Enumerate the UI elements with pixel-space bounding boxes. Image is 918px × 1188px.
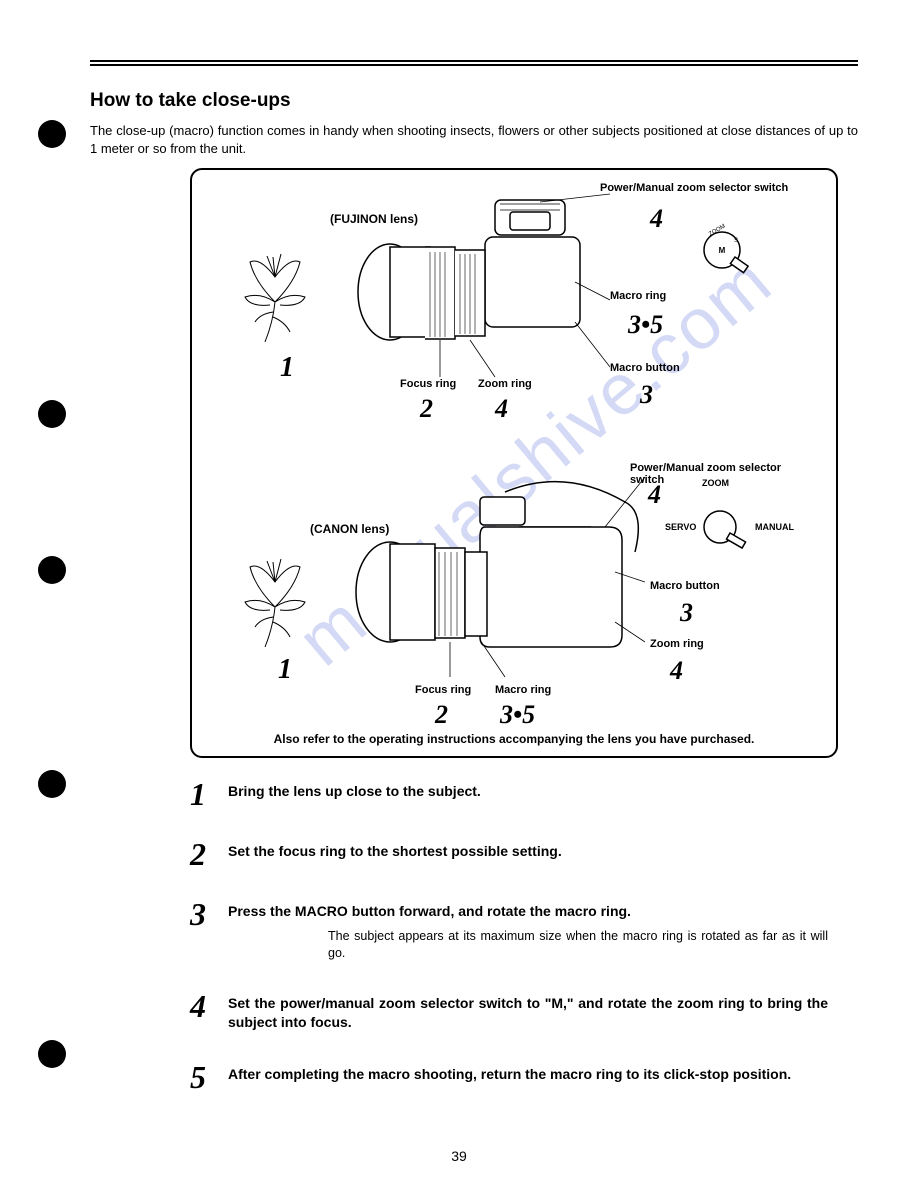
step-title: Bring the lens up close to the subject.: [228, 782, 828, 802]
step-subtext: The subject appears at its maximum size …: [328, 928, 828, 962]
diagram-num-1: 1: [280, 352, 294, 384]
diagram-num-4c: 4: [648, 480, 661, 510]
step-5: 5 After completing the macro shooting, r…: [190, 1061, 828, 1093]
svg-text:M: M: [719, 246, 726, 255]
callout-macro-ring-2: Macro ring: [495, 684, 551, 696]
diagram-num-1b: 1: [278, 654, 292, 686]
callout-focus-ring: Focus ring: [400, 378, 456, 390]
callout-zoom-ring-2: Zoom ring: [650, 638, 704, 650]
camera-fujinon-icon: [340, 192, 610, 382]
header-rule: [90, 60, 858, 66]
diagram-canon: (CANON lens) 1: [210, 462, 818, 732]
callout-macro-button: Macro button: [610, 362, 680, 374]
zoom-dial-icon: M ZOOM S: [700, 222, 755, 277]
flower-icon: [220, 232, 330, 352]
page-content: How to take close-ups The close-up (macr…: [0, 0, 918, 1161]
diagram-num-3b: 3: [680, 598, 693, 628]
callout-macro-button-2: Macro button: [650, 580, 720, 592]
step-num: 5: [190, 1061, 228, 1093]
diagram-num-35b: 3•5: [500, 700, 535, 730]
step-title: Set the power/manual zoom selector switc…: [228, 994, 828, 1033]
step-num: 4: [190, 990, 228, 1022]
dial-servo-label: SERVO: [665, 522, 696, 532]
callout-focus-ring-2: Focus ring: [415, 684, 471, 696]
step-title: After completing the macro shooting, ret…: [228, 1065, 828, 1085]
step-1: 1 Bring the lens up close to the subject…: [190, 778, 828, 810]
camera-canon-icon: [335, 472, 645, 682]
callout-pmzoom: Power/Manual zoom selector switch: [600, 182, 788, 194]
step-3: 3 Press the MACRO button forward, and ro…: [190, 898, 828, 961]
steps-list: 1 Bring the lens up close to the subject…: [190, 778, 828, 1093]
callout-macro-ring: Macro ring: [610, 290, 666, 302]
diagram-num-35: 3•5: [628, 310, 663, 340]
step-num: 2: [190, 838, 228, 870]
step-num: 1: [190, 778, 228, 810]
diagram-fujinon: (FUJINON lens) 1: [210, 182, 818, 452]
step-4: 4 Set the power/manual zoom selector swi…: [190, 990, 828, 1033]
step-num: 3: [190, 898, 228, 930]
diagram-footer-text: Also refer to the operating instructions…: [210, 732, 818, 746]
step-2: 2 Set the focus ring to the shortest pos…: [190, 838, 828, 870]
diagram-num-4d: 4: [670, 656, 683, 686]
step-title: Press the MACRO button forward, and rota…: [228, 902, 828, 922]
intro-text: The close-up (macro) function comes in h…: [90, 122, 858, 158]
page-title: How to take close-ups: [90, 90, 858, 112]
svg-text:S: S: [734, 238, 738, 244]
diagram-num-2: 2: [420, 394, 433, 424]
step-title: Set the focus ring to the shortest possi…: [228, 842, 828, 862]
diagram-box: (FUJINON lens) 1: [190, 168, 838, 758]
diagram-num-4b: 4: [495, 394, 508, 424]
callout-zoom-ring: Zoom ring: [478, 378, 532, 390]
diagram-num-4a: 4: [650, 204, 663, 234]
flower-icon: [220, 537, 330, 657]
diagram-num-3: 3: [640, 380, 653, 410]
dial-manual-label: MANUAL: [755, 522, 794, 532]
page-number: 39: [0, 1148, 918, 1164]
diagram-num-2b: 2: [435, 700, 448, 730]
